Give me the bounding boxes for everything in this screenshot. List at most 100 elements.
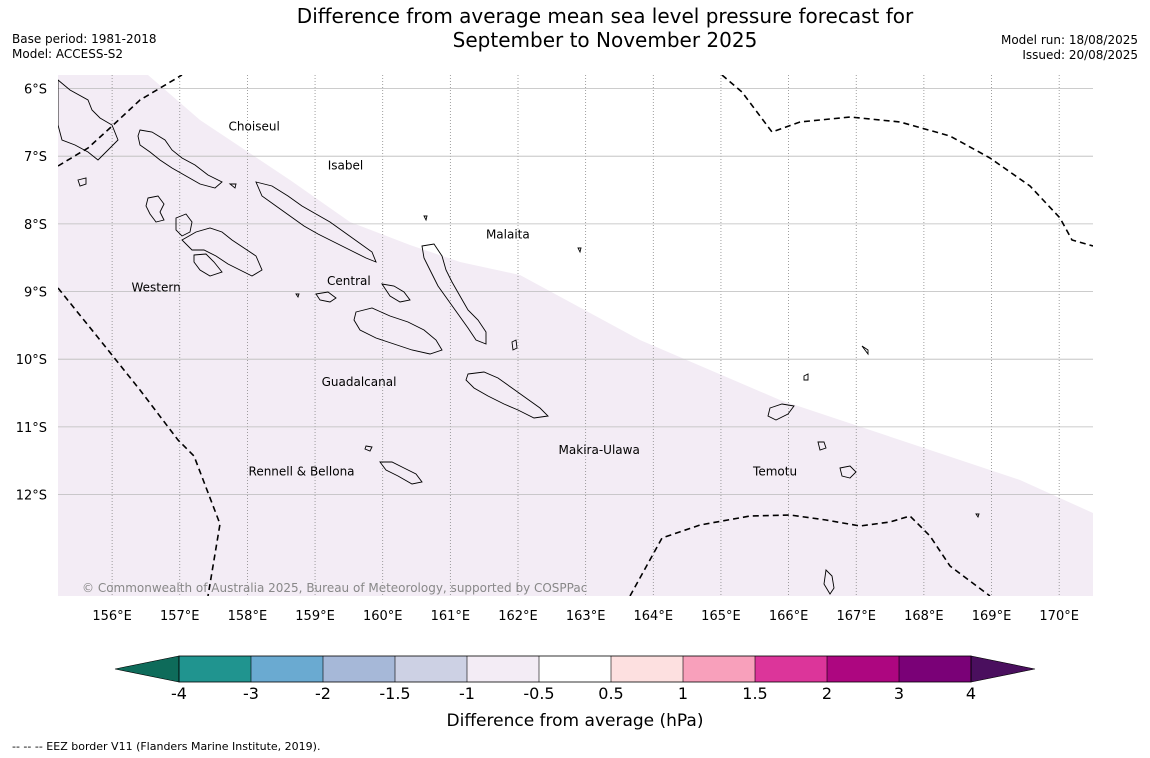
colorbar-bin (467, 656, 539, 682)
island-utupua (817, 441, 827, 451)
colorbar-bin (899, 656, 971, 682)
island-ulawa (511, 339, 518, 351)
copyright-text: © Commonwealth of Australia 2025, Bureau… (82, 581, 587, 595)
island-rennell (379, 461, 423, 485)
lat-tick-label: 10°S (16, 353, 47, 368)
colorbar-tick-label: 2 (822, 684, 832, 703)
graticule (58, 75, 1093, 596)
base-period: Base period: 1981-2018 (12, 32, 157, 46)
island-makira (465, 371, 549, 419)
lat-tick-label: 6°S (24, 83, 47, 98)
title-line-1: Difference from average mean sea level p… (296, 4, 914, 28)
colorbar-under-arrow (114, 655, 180, 683)
island-duff (861, 345, 869, 356)
colorbar-tick-label: -3 (243, 684, 259, 703)
colorbar-tick-label: -1.5 (379, 684, 410, 703)
eez-borders (58, 75, 1093, 596)
coastlines (58, 79, 980, 595)
colorbar-bin (755, 656, 827, 682)
lon-tick-label: 161°E (431, 609, 471, 624)
eez-southeast (629, 514, 991, 596)
lat-tick-label: 9°S (24, 286, 47, 301)
colorbar-tick-label: 3 (894, 684, 904, 703)
anomaly-zone (58, 75, 1093, 596)
lon-tick-label: 167°E (836, 609, 876, 624)
island-bougainville (58, 79, 119, 161)
island-sikaiana (577, 247, 582, 254)
island-vanikoro (839, 465, 857, 479)
colorbar-tick-label: -1 (459, 684, 475, 703)
region-label: Malaita (486, 228, 530, 242)
colorbar-over-arrow (970, 655, 1036, 683)
island-florida (315, 291, 337, 303)
colorbar-tick-label: -2 (315, 684, 331, 703)
lon-tick-label: 164°E (634, 609, 674, 624)
eez-source-note: -- -- -- EEZ border V11 (Flanders Marine… (12, 740, 321, 753)
colorbar-tick-label: 1 (678, 684, 688, 703)
lat-tick-label: 7°S (24, 150, 47, 165)
model-run: Model run: 18/08/2025 (1000, 33, 1138, 47)
lat-tick-label: 11°S (16, 421, 47, 436)
colorbar-tick-label: 4 (966, 684, 976, 703)
island-ndeni (767, 403, 795, 421)
island-small-3 (77, 177, 87, 187)
region-label: Isabel (328, 159, 363, 173)
island-guadalcanal (353, 307, 443, 355)
island-bellona (364, 445, 373, 452)
island-vangunu (193, 253, 223, 277)
island-kolombangara (175, 213, 193, 237)
map-axes: 156°E 157°E 158°E 159°E 160°E 161°E 162°E 163°E… (16, 83, 1079, 624)
island-small-2 (295, 293, 300, 299)
colorbar-bin (179, 656, 251, 682)
colorbar-bin (323, 656, 395, 682)
region-label: Central (327, 274, 371, 288)
lon-tick-label: 162°E (498, 609, 538, 624)
colorbar-bin (827, 656, 899, 682)
issued-date: Issued: 20/08/2025 (1022, 48, 1138, 62)
title-line-2: September to November 2025 (452, 28, 758, 52)
lon-tick-label: 165°E (701, 609, 741, 624)
island-reef-islands (803, 373, 809, 381)
eez-northeast (721, 75, 1093, 247)
lon-tick-label: 163°E (566, 609, 606, 624)
right-metadata: Model run: 18/08/2025 Issued: 20/08/2025 (1001, 33, 1138, 63)
colorbar-tick-label: -0.5 (523, 684, 554, 703)
island-malaita (421, 243, 487, 345)
left-metadata: Base period: 1981-2018 Model: ACCESS-S2 (12, 32, 157, 62)
colorbar-label: Difference from average (hPa) (447, 711, 704, 731)
island-isabel (255, 181, 377, 263)
island-anuta (975, 513, 980, 519)
colorbar-bin (611, 656, 683, 682)
lon-tick-label: 159°E (295, 609, 335, 624)
region-label: Choiseul (229, 119, 280, 133)
colorbar: -4 -3 -2 -1.5 -1 -0.5 0.5 1 1.5 2 3 4 (114, 655, 1036, 703)
colorbar-bin (683, 656, 755, 682)
island-russell (381, 283, 411, 303)
region-label: Western (131, 281, 180, 295)
lon-tick-label: 169°E (972, 609, 1012, 624)
region-label: Makira-Ulawa (559, 443, 640, 457)
lat-tick-label: 12°S (16, 489, 47, 504)
lon-tick-label: 168°E (904, 609, 944, 624)
island-new-georgia (181, 227, 263, 277)
region-label: Rennell & Bellona (249, 465, 355, 479)
island-small-4 (228, 183, 237, 189)
region-labels: Choiseul Isabel Malaita Western Central Guada… (131, 119, 797, 478)
lon-tick-label: 156°E (92, 609, 132, 624)
island-tikopia (823, 569, 835, 595)
eez-northwest (58, 75, 183, 167)
lon-tick-label: 158°E (228, 609, 268, 624)
island-choiseul (137, 129, 223, 189)
region-label: Guadalcanal (322, 375, 397, 389)
colorbar-tick-label: 1.5 (742, 684, 767, 703)
lon-tick-label: 160°E (363, 609, 403, 624)
colorbar-tick-label: 0.5 (598, 684, 623, 703)
lon-tick-label: 157°E (160, 609, 200, 624)
lon-tick-label: 170°E (1039, 609, 1079, 624)
colorbar-bin (539, 656, 611, 682)
page-title: Difference from average mean sea level p… (230, 4, 980, 52)
colorbar-tick-label: -4 (171, 684, 187, 703)
island-vella-lavella (145, 195, 165, 223)
region-label: Temotu (752, 465, 797, 479)
